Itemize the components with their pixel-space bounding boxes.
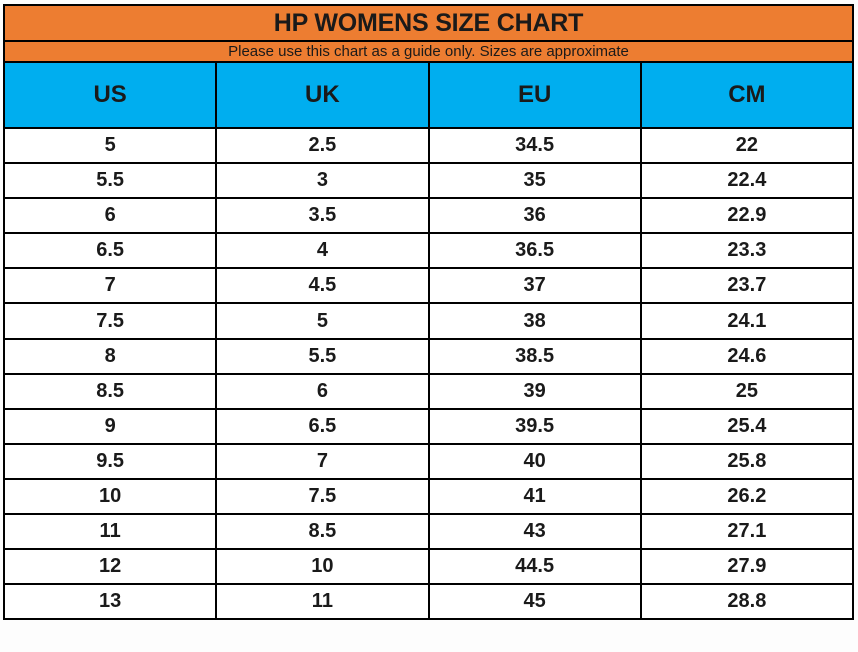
table-row: 6 3.5 36 22.9 [2, 197, 855, 235]
table-cell: 39 [427, 372, 642, 410]
table-row: 12 10 44.5 27.9 [2, 548, 855, 586]
table-cell: 6.5 [215, 407, 430, 445]
table-cell: 8 [2, 337, 218, 375]
table-cell: 35 [427, 162, 642, 200]
table-cell: 6.5 [2, 232, 218, 270]
table-cell: 5 [215, 302, 430, 340]
table-row: 9.5 7 40 25.8 [2, 442, 855, 480]
table-cell: 7 [215, 442, 430, 480]
table-row: 5 2.5 34.5 22 [2, 126, 855, 165]
table-cell: 6 [2, 197, 218, 235]
size-chart-table: HP WOMENS SIZE CHART Please use this cha… [2, 4, 855, 621]
table-cell: 10 [215, 548, 430, 586]
table-cell: 8.5 [2, 372, 218, 410]
table-row: 8 5.5 38.5 24.6 [2, 337, 855, 375]
table-cell: 28.8 [639, 583, 855, 621]
table-cell: 44.5 [427, 548, 642, 586]
table-cell: 9.5 [2, 442, 218, 480]
column-header-row: US UK EU CM [2, 61, 855, 129]
table-cell: 6 [215, 372, 430, 410]
column-header-us: US [2, 61, 218, 129]
table-cell: 4.5 [215, 267, 430, 305]
table-cell: 11 [2, 513, 218, 551]
table-cell: 10 [2, 477, 218, 516]
table-cell: 8.5 [215, 513, 430, 551]
page-title: HP WOMENS SIZE CHART [3, 4, 854, 42]
table-cell: 9 [2, 407, 218, 445]
table-cell: 25.4 [639, 407, 855, 445]
table-cell: 38 [427, 302, 642, 340]
table-cell: 3.5 [215, 197, 430, 235]
table-cell: 13 [2, 583, 218, 621]
table-row: 11 8.5 43 27.1 [2, 513, 855, 551]
table-cell: 36 [427, 197, 642, 235]
table-cell: 23.3 [639, 232, 855, 270]
table-cell: 5 [2, 126, 218, 165]
table-row: 8.5 6 39 25 [2, 372, 855, 410]
table-cell: 37 [427, 267, 642, 305]
table-cell: 12 [2, 548, 218, 586]
table-cell: 7.5 [2, 302, 218, 340]
table-cell: 27.1 [639, 513, 855, 551]
table-cell: 39.5 [427, 407, 642, 445]
table-cell: 36.5 [427, 232, 642, 270]
table-row: 7.5 5 38 24.1 [2, 302, 855, 340]
table-cell: 45 [427, 583, 642, 621]
table-row: 10 7.5 41 26.2 [2, 477, 855, 516]
table-cell: 7 [2, 267, 218, 305]
table-cell: 38.5 [427, 337, 642, 375]
table-row: 6.5 4 36.5 23.3 [2, 232, 855, 270]
table-row: 9 6.5 39.5 25.4 [2, 407, 855, 445]
table-cell: 23.7 [639, 267, 855, 305]
table-cell: 24.1 [639, 302, 855, 340]
table-cell: 5.5 [215, 337, 430, 375]
table-cell: 43 [427, 513, 642, 551]
column-header-cm: CM [639, 61, 855, 129]
table-cell: 22.4 [639, 162, 855, 200]
table-cell: 22 [639, 126, 855, 165]
table-cell: 25.8 [639, 442, 855, 480]
table-row: 7 4.5 37 23.7 [2, 267, 855, 305]
table-cell: 24.6 [639, 337, 855, 375]
subtitle-row: Please use this chart as a guide only. S… [3, 40, 854, 63]
table-row: 5.5 3 35 22.4 [2, 162, 855, 200]
table-cell: 41 [427, 477, 642, 516]
table-cell: 27.9 [639, 548, 855, 586]
table-row: 13 11 45 28.8 [2, 583, 855, 621]
table-cell: 22.9 [639, 197, 855, 235]
table-cell: 40 [427, 442, 642, 480]
table-cell: 11 [215, 583, 430, 621]
table-cell: 5.5 [2, 162, 218, 200]
title-row: HP WOMENS SIZE CHART [3, 4, 854, 42]
table-cell: 3 [215, 162, 430, 200]
column-header-eu: EU [427, 61, 642, 129]
disclaimer-text: Please use this chart as a guide only. S… [3, 40, 854, 63]
column-header-uk: UK [215, 61, 430, 129]
table-cell: 34.5 [427, 126, 642, 165]
table-cell: 26.2 [639, 477, 855, 516]
table-cell: 2.5 [215, 126, 430, 165]
table-cell: 4 [215, 232, 430, 270]
table-cell: 25 [639, 372, 855, 410]
table-cell: 7.5 [215, 477, 430, 516]
